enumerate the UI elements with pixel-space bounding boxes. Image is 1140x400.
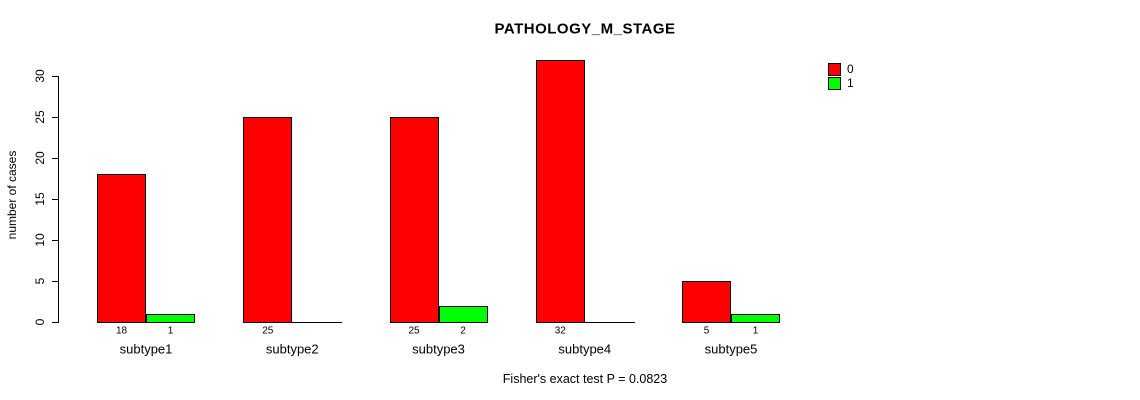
bar-value-label: 25 xyxy=(262,325,274,337)
y-tick xyxy=(52,199,58,200)
legend-item-0: 0 xyxy=(828,62,854,76)
y-tick xyxy=(52,322,58,323)
bar-subtype1-series1 xyxy=(146,314,195,323)
chart-title: PATHOLOGY_M_STAGE xyxy=(494,20,676,38)
y-tick-label: 10 xyxy=(33,233,47,247)
category-label-subtype3: subtype3 xyxy=(412,341,465,357)
y-tick xyxy=(52,158,58,159)
y-tick-label: 15 xyxy=(33,192,47,206)
legend-label: 0 xyxy=(847,61,854,76)
y-axis-title: number of cases xyxy=(5,150,19,240)
bar-subtype4-series0 xyxy=(535,60,585,323)
y-tick xyxy=(52,281,58,282)
y-axis-line xyxy=(58,76,59,323)
legend-swatch-icon xyxy=(828,62,841,76)
bar-value-label: 18 xyxy=(115,325,128,337)
y-tick-label: 5 xyxy=(33,277,47,285)
bar-value-label: 5 xyxy=(703,325,710,337)
category-label-subtype1: subtype1 xyxy=(119,341,173,357)
bar-subtype5-series0 xyxy=(682,281,731,323)
legend-item-1: 1 xyxy=(828,76,854,90)
y-tick-label: 20 xyxy=(33,151,47,165)
bar-value-label: 1 xyxy=(167,325,174,337)
bar-value-label: 25 xyxy=(408,325,420,337)
bar-value-label: 32 xyxy=(554,325,566,337)
baseline-subtype4-series1 xyxy=(584,322,635,323)
category-label-subtype4: subtype4 xyxy=(558,341,612,357)
y-tick-label: 0 xyxy=(33,318,47,326)
legend-swatch-icon xyxy=(828,76,841,90)
y-tick-label: 30 xyxy=(33,69,47,83)
bar-subtype1-series0 xyxy=(97,174,146,323)
baseline-subtype2-series1 xyxy=(292,322,343,323)
bar-subtype3-series1 xyxy=(438,306,488,323)
bar-subtype2-series0 xyxy=(243,117,293,323)
y-tick xyxy=(52,117,58,118)
fisher-test-annotation: Fisher's exact test P = 0.0823 xyxy=(502,372,668,386)
legend-label: 1 xyxy=(847,75,854,90)
category-label-subtype5: subtype5 xyxy=(704,341,758,357)
category-label-subtype2: subtype2 xyxy=(265,341,319,357)
bar-subtype5-series1 xyxy=(731,314,780,323)
bar-subtype3-series0 xyxy=(389,117,439,323)
y-tick xyxy=(52,240,58,241)
bar-value-label: 2 xyxy=(460,325,466,337)
y-tick-label: 25 xyxy=(33,110,47,124)
bar-value-label: 1 xyxy=(752,325,759,337)
y-tick xyxy=(52,76,58,77)
